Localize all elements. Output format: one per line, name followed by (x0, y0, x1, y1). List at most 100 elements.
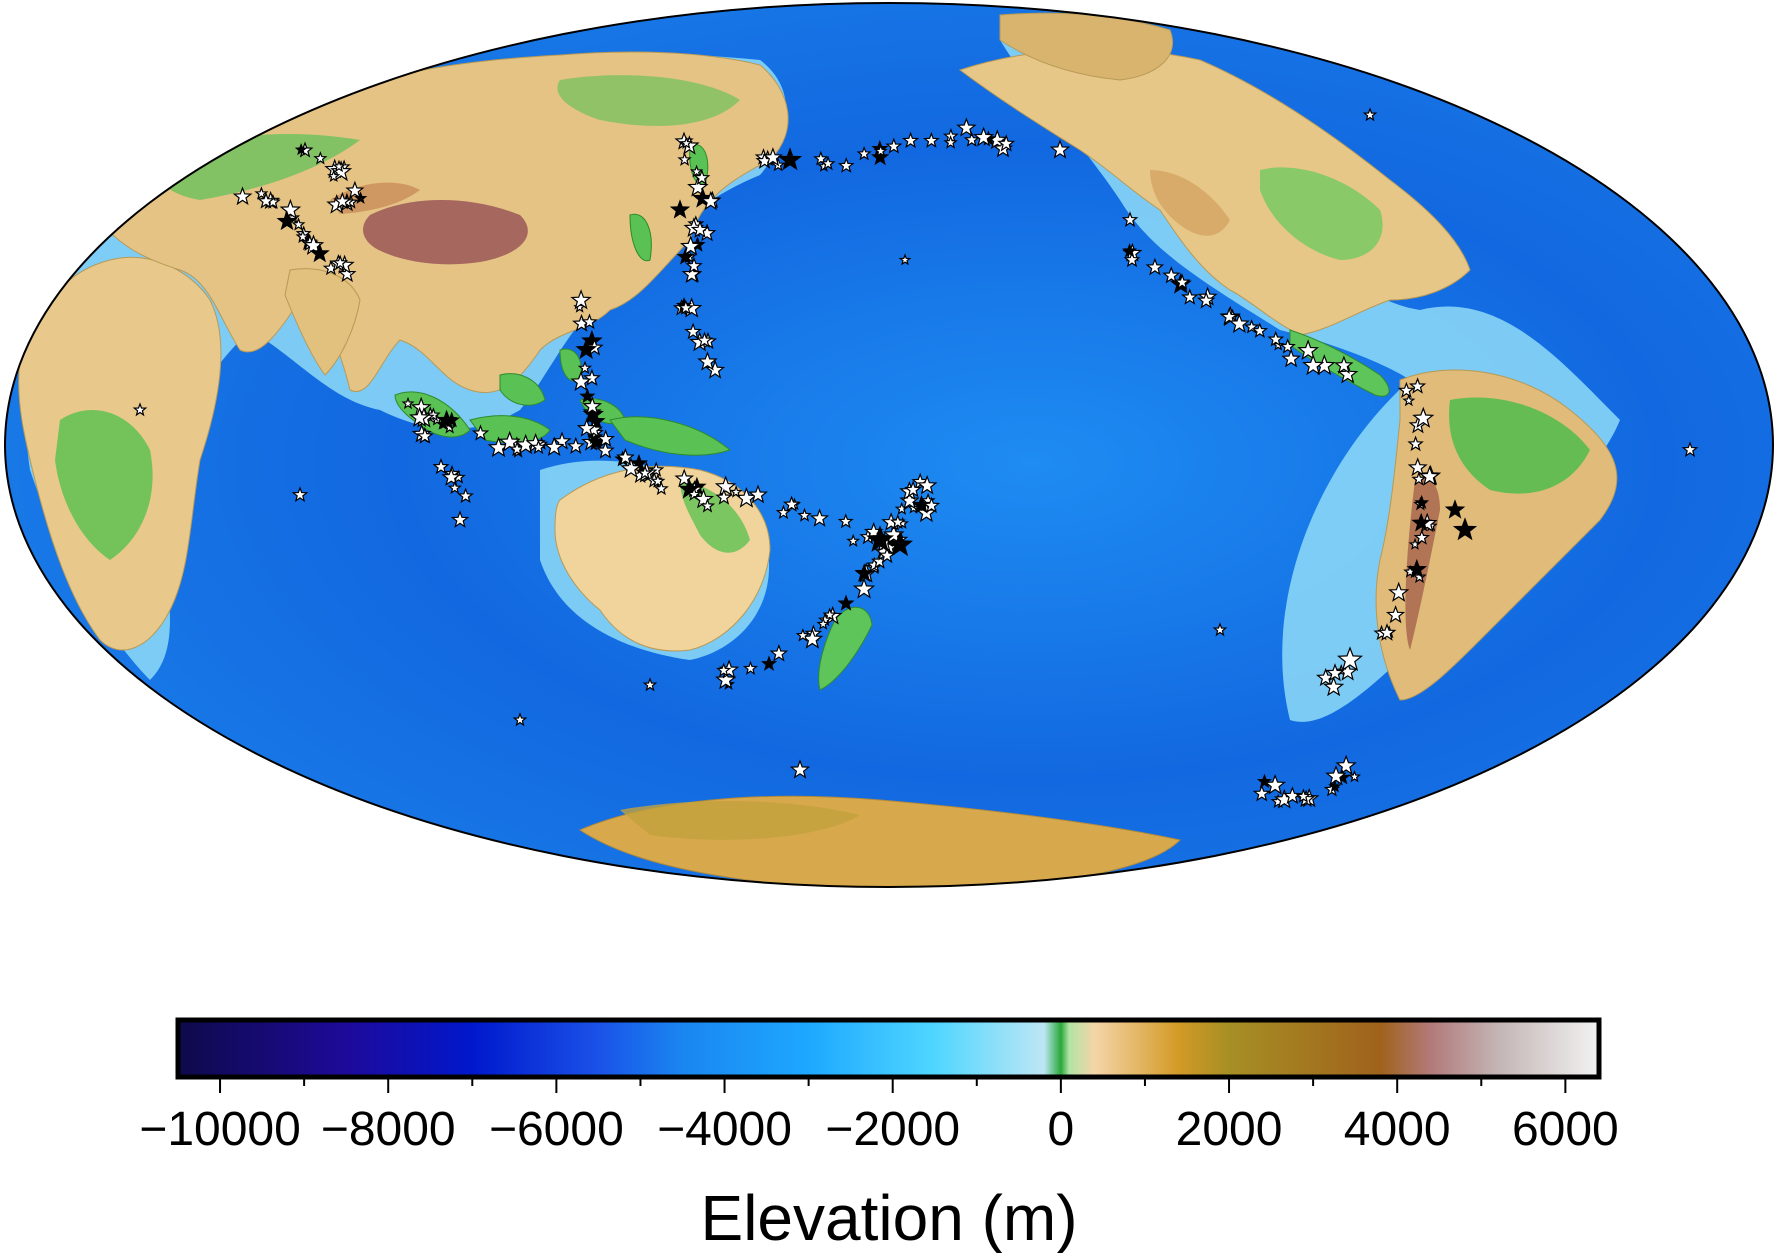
earthquake-star (923, 132, 940, 148)
earthquake-star (1402, 393, 1416, 407)
colorbar-tick-label: −2000 (825, 1103, 960, 1156)
colorbar-tick-label: −10000 (139, 1103, 301, 1156)
earthquake-star (813, 150, 829, 166)
earthquake-star (820, 155, 836, 171)
tibetan-plateau (363, 200, 528, 265)
earthquake-star (620, 457, 642, 478)
earthquake-star (1282, 786, 1302, 805)
earthquake-star (570, 370, 592, 392)
earthquake-star (1406, 558, 1428, 579)
earthquake-star (846, 533, 861, 548)
earthquake-star (257, 191, 275, 209)
colorbar-frame (175, 1017, 1602, 1080)
earthquake-star (1408, 377, 1427, 394)
colorbar-tick-label: 2000 (1176, 1103, 1283, 1156)
earthquake-star (852, 577, 876, 599)
earthquake-star (1123, 251, 1141, 268)
earthquake-star (637, 464, 653, 480)
new-zealand (818, 606, 873, 691)
earthquake-star (616, 447, 635, 466)
earthquake-star (577, 360, 593, 375)
earthquake-star (353, 191, 368, 204)
earthquake-star (1334, 355, 1354, 374)
earthquake-star (1452, 517, 1478, 541)
earthquake-star (279, 198, 302, 220)
earthquake-star (295, 229, 311, 244)
earthquake-star (581, 313, 598, 330)
earthquake-star (596, 429, 615, 448)
earthquake-star (882, 523, 905, 545)
earthquake-star (302, 234, 325, 256)
colorbar-tick-label: −6000 (489, 1103, 624, 1156)
earthquake-star (327, 169, 341, 183)
earthquake-star (1251, 322, 1269, 339)
earthquake-star (1212, 622, 1228, 637)
colorbar-ticks: −10000 −8000 −6000 −4000 −2000 0 2000 4000 6000 (139, 1077, 1619, 1156)
earthquake-star (911, 494, 932, 514)
earthquake-star (878, 546, 896, 564)
earthquake-star (898, 253, 912, 266)
earthquake-star (432, 457, 450, 475)
earthquake-star (1252, 784, 1271, 802)
earthquake-star (1257, 773, 1272, 789)
earthquake-star (690, 220, 710, 238)
earthquake-star (856, 146, 872, 161)
earthquake-star (870, 147, 890, 166)
earthquake-star (450, 510, 470, 528)
earthquake-star (1181, 288, 1199, 305)
earthquake-star (1412, 406, 1435, 428)
earthquake-star (797, 507, 812, 522)
earthquake-star (1412, 569, 1427, 584)
earthquake-star (1347, 770, 1361, 783)
earthquake-star (729, 485, 743, 498)
earthquake-star (1297, 339, 1320, 361)
colorbar-title: Elevation (m) (701, 1182, 1078, 1253)
earthquake-star (795, 628, 811, 642)
earthquake-star (674, 468, 695, 488)
earthquake-star (889, 513, 906, 530)
earthquake-star (575, 338, 598, 359)
earthquake-star (498, 430, 521, 452)
earthquake-star (1295, 788, 1312, 803)
earthquake-star (1411, 471, 1427, 486)
earthquake-star (873, 143, 888, 158)
earthquake-star (579, 387, 596, 404)
earthquake-star (1411, 512, 1432, 532)
earthquake-star (679, 235, 702, 256)
earthquake-star (294, 143, 308, 156)
earthquake-star (543, 436, 565, 457)
earthquake-star (1121, 211, 1139, 228)
earthquake-star (692, 488, 715, 509)
earthquake-star (679, 136, 693, 149)
earthquake-star (684, 322, 702, 340)
colorbar-gradient (178, 1020, 1599, 1077)
colorbar-tick-label: 4000 (1344, 1103, 1451, 1156)
earthquake-star (997, 134, 1016, 152)
earthquake-star (865, 525, 895, 552)
earthquake-star (576, 418, 597, 437)
earthquake-star (956, 117, 977, 137)
earthquake-star (885, 137, 903, 154)
earthquake-star (689, 164, 704, 178)
earthquake-star (1121, 243, 1138, 258)
earthquake-star (653, 480, 669, 496)
earthquake-star (1407, 435, 1424, 452)
colorbar-tick-label: −8000 (321, 1103, 456, 1156)
earthquake-star (132, 402, 148, 417)
earthquake-star (1267, 330, 1285, 347)
earthquake-star (769, 643, 789, 662)
earthquake-star (1243, 318, 1260, 334)
earthquake-star (401, 396, 415, 410)
earthquake-star (715, 668, 737, 690)
earthquake-star (699, 498, 716, 513)
globe (4, 2, 1774, 888)
earthquake-star (650, 473, 666, 488)
earthquake-star (697, 351, 718, 371)
earthquake-star (1173, 273, 1191, 290)
earthquake-star (760, 655, 778, 671)
greenland (999, 12, 1173, 81)
earthquake-star (685, 256, 703, 274)
earthquake-star (642, 677, 658, 692)
